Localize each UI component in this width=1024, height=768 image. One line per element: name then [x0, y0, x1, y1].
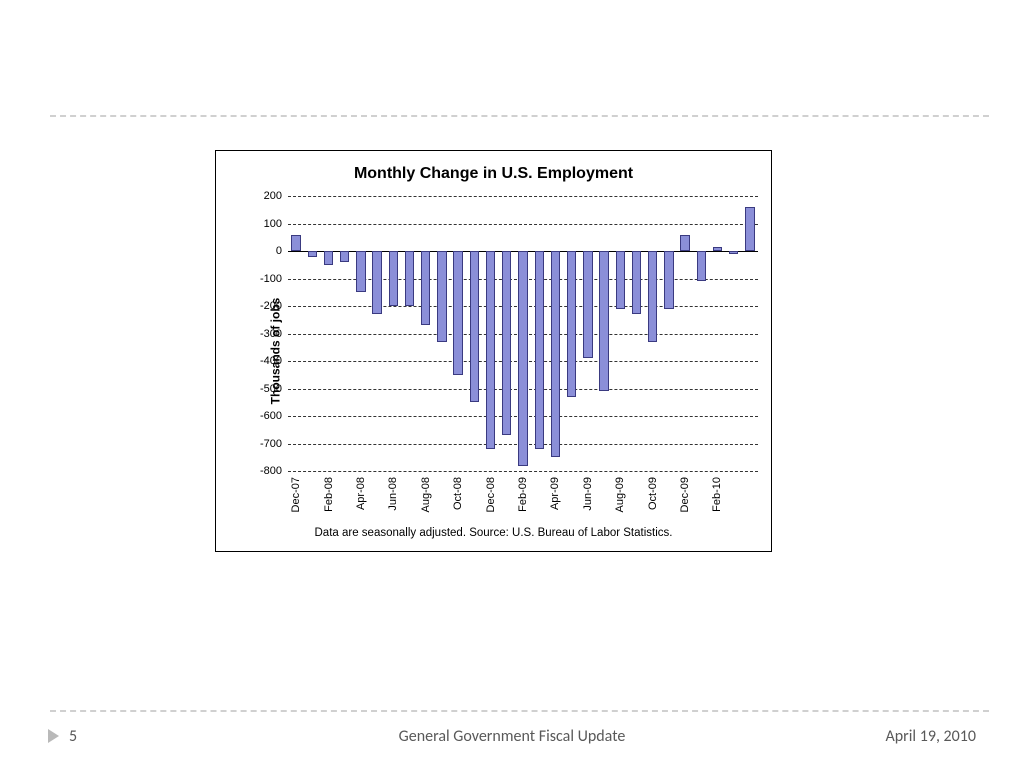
plot-area: 2001000-100-200-300-400-500-600-700-800D…	[288, 196, 758, 471]
x-tick-label: Aug-08	[420, 477, 432, 512]
bar	[729, 251, 738, 254]
bar	[486, 251, 495, 449]
bar	[648, 251, 657, 342]
slide-footer: 5 General Government Fiscal Update April…	[48, 724, 976, 748]
bar	[389, 251, 398, 306]
footer-title: General Government Fiscal Update	[399, 727, 626, 746]
bar	[421, 251, 430, 325]
bar	[324, 251, 333, 265]
y-tick-label: 200	[264, 190, 282, 202]
x-tick-label: Jun-09	[582, 477, 594, 511]
bar	[356, 251, 365, 292]
x-tick-label: Dec-08	[485, 477, 497, 512]
bar	[291, 235, 300, 252]
bar	[632, 251, 641, 314]
x-tick-label: Dec-07	[290, 477, 302, 512]
bar	[518, 251, 527, 466]
bottom-divider	[50, 710, 989, 712]
x-tick-label: Apr-09	[549, 477, 561, 510]
bar	[616, 251, 625, 309]
x-tick-label: Apr-08	[355, 477, 367, 510]
x-tick-label: Jun-08	[387, 477, 399, 511]
grid-line	[288, 196, 758, 197]
bar	[697, 251, 706, 281]
bar	[713, 247, 722, 251]
bar	[502, 251, 511, 435]
bar	[437, 251, 446, 342]
y-tick-label: -200	[260, 300, 282, 312]
bar	[535, 251, 544, 449]
y-tick-label: -400	[260, 355, 282, 367]
source-note: Data are seasonally adjusted. Source: U.…	[216, 527, 771, 539]
x-tick-label: Feb-09	[517, 477, 529, 512]
x-tick-label: Aug-09	[614, 477, 626, 512]
bar	[583, 251, 592, 358]
y-tick-label: 0	[276, 245, 282, 257]
bar	[372, 251, 381, 314]
bar	[567, 251, 576, 397]
bar	[453, 251, 462, 375]
x-tick-label: Dec-09	[679, 477, 691, 512]
bar	[745, 207, 754, 251]
top-divider	[50, 115, 989, 117]
bar	[470, 251, 479, 402]
grid-line	[288, 471, 758, 472]
bar	[551, 251, 560, 457]
y-tick-label: -300	[260, 328, 282, 340]
bar	[680, 235, 689, 252]
bar	[599, 251, 608, 391]
grid-line	[288, 224, 758, 225]
x-tick-label: Feb-08	[323, 477, 335, 512]
page-number: 5	[69, 727, 77, 746]
bar	[340, 251, 349, 262]
bar	[308, 251, 317, 257]
x-tick-label: Oct-08	[452, 477, 464, 510]
bar	[405, 251, 414, 306]
y-tick-label: -100	[260, 273, 282, 285]
x-tick-label: Feb-10	[711, 477, 723, 512]
y-tick-label: -700	[260, 438, 282, 450]
employment-chart: Monthly Change in U.S. Employment Thousa…	[215, 150, 772, 552]
y-tick-label: -800	[260, 465, 282, 477]
bullet-triangle-icon	[48, 729, 59, 743]
chart-title: Monthly Change in U.S. Employment	[216, 165, 771, 183]
y-tick-label: -600	[260, 410, 282, 422]
footer-date: April 19, 2010	[886, 727, 976, 746]
x-tick-label: Oct-09	[647, 477, 659, 510]
y-tick-label: 100	[264, 218, 282, 230]
bar	[664, 251, 673, 309]
y-tick-label: -500	[260, 383, 282, 395]
